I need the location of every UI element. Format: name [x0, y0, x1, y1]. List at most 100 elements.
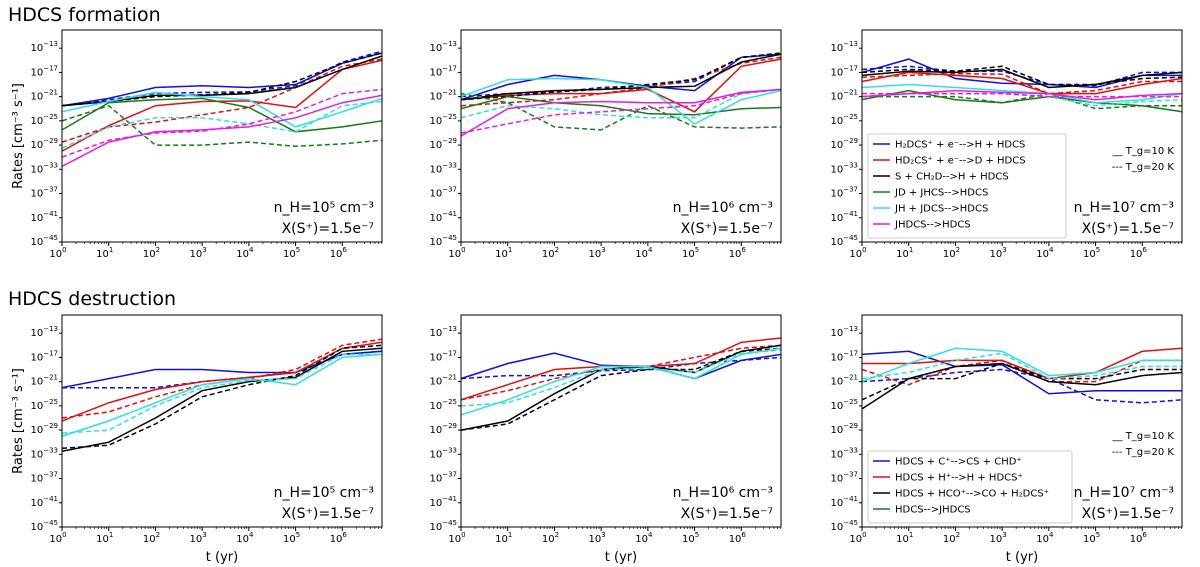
legend-entry: H₂DCS⁺ + e⁻-->H + HDCS	[895, 140, 1025, 151]
series-line-cyan-solid	[62, 91, 382, 128]
temperature-key-solid: __ T_g=10 K	[1112, 146, 1175, 157]
legend-entry: HDCS-->JHDCS	[895, 505, 971, 516]
series-line-cyan-solid	[862, 347, 1182, 383]
x-axis-label: t (yr)	[1006, 550, 1038, 565]
series-line-black-solid	[62, 347, 382, 453]
chart-panel-destruction-1e6: 10−13 10−17 10−21 10−25 10−29 10−33 10−37 10−41…	[429, 314, 782, 565]
y-tick-label: 10−25	[30, 398, 58, 412]
series-line-cyan-solid	[862, 83, 1182, 104]
x-axis-label: t (yr)	[605, 550, 637, 565]
abundance-annotation: X(S⁺)=1.5e⁻⁷	[282, 506, 374, 522]
x-tick-label: 103	[990, 531, 1007, 545]
series-line-cyan-solid	[461, 77, 781, 125]
x-tick-label: 104	[236, 531, 254, 545]
series-line-red-solid	[862, 71, 1182, 95]
series-line-green-dashed	[62, 104, 382, 148]
series-line-red-solid	[62, 59, 382, 152]
x-tick-label: 101	[896, 246, 913, 260]
y-tick-label: 10−25	[830, 113, 858, 127]
y-tick-label: 10−13	[830, 325, 858, 339]
x-tick-label: 100	[49, 531, 66, 545]
x-axis-label: t (yr)	[206, 550, 238, 565]
y-axis-label: Rates [cm⁻³ s⁻¹]	[11, 368, 26, 474]
x-tick-label: 106	[729, 246, 747, 260]
plot-frame	[460, 314, 782, 528]
legend-entry: S + CH₂D-->H + HDCS	[895, 172, 1009, 183]
density-annotation: n_H=10⁵ cm⁻³	[274, 485, 374, 501]
y-axis-label: Rates [cm⁻³ s⁻¹]	[11, 83, 26, 189]
x-tick-label: 100	[849, 246, 866, 260]
y-tick-label: 10−37	[830, 186, 858, 200]
panels: 10−13 10−17 10−21 10−25 10−29 10−33 10−37 10−41…	[11, 29, 1183, 565]
y-tick-label: 10−45	[30, 519, 58, 533]
legend-box	[867, 133, 1067, 239]
y-tick-label: 10−17	[429, 64, 457, 78]
x-tick-label: 106	[1130, 246, 1148, 260]
series-line-red-dashed	[461, 56, 781, 107]
x-tick-label: 103	[990, 246, 1007, 260]
chart-panel-destruction-1e5: 10−13 10−17 10−21 10−25 10−29 10−33 10−37 10−41…	[11, 314, 383, 565]
series-line-cyan-dashed	[461, 349, 781, 407]
plot-frame	[861, 314, 1183, 528]
x-tick-label: 101	[96, 531, 113, 545]
y-tick-label: 10−45	[830, 519, 858, 533]
y-tick-label: 10−41	[30, 210, 58, 224]
chart-panel-formation-1e7: 10−13 10−17 10−21 10−25 10−29 10−33 10−37 10−41…	[830, 29, 1183, 260]
x-tick-label: 104	[1036, 246, 1054, 260]
x-tick-label: 105	[682, 531, 699, 545]
series-line-red-solid	[862, 347, 1182, 380]
chart-panel-destruction-1e7: 10−13 10−17 10−21 10−25 10−29 10−33 10−37 10−41…	[830, 314, 1183, 565]
y-tick-label: 10−29	[429, 422, 457, 436]
y-tick-label: 10−33	[830, 161, 858, 175]
series-line-black-solid	[461, 53, 781, 101]
x-tick-label: 101	[495, 246, 512, 260]
y-tick-label: 10−13	[429, 40, 457, 54]
series-line-black-dashed	[862, 65, 1182, 86]
y-tick-label: 10−37	[429, 186, 457, 200]
series-line-magenta-dashed	[62, 88, 382, 158]
x-tick-label: 102	[943, 246, 960, 260]
x-tick-label: 101	[896, 531, 913, 545]
y-tick-label: 10−37	[30, 186, 58, 200]
y-tick-label: 10−33	[429, 161, 457, 175]
y-tick-label: 10−21	[30, 89, 58, 103]
y-tick-label: 10−21	[429, 374, 457, 388]
y-tick-label: 10−41	[30, 495, 58, 509]
density-annotation: n_H=10⁵ cm⁻³	[274, 200, 374, 216]
y-tick-label: 10−17	[830, 349, 858, 363]
series-line-cyan-dashed	[62, 100, 382, 149]
abundance-annotation: X(S⁺)=1.5e⁻⁷	[681, 221, 773, 237]
abundance-annotation: X(S⁺)=1.5e⁻⁷	[681, 506, 773, 522]
x-tick-label: 103	[190, 531, 207, 545]
legend-entry: JH + JDCS-->HDCS	[894, 204, 988, 215]
y-tick-label: 10−33	[429, 446, 457, 460]
temperature-key-dashed: --- T_g=20 K	[1112, 447, 1175, 458]
y-tick-label: 10−41	[830, 495, 858, 509]
x-tick-label: 103	[589, 531, 606, 545]
y-tick-label: 10−33	[830, 446, 858, 460]
series-line-black-solid	[461, 344, 781, 431]
x-tick-label: 104	[635, 531, 653, 545]
y-tick-label: 10−25	[429, 398, 457, 412]
abundance-annotation: X(S⁺)=1.5e⁻⁷	[1082, 506, 1174, 522]
series-line-blue-dashed	[62, 50, 382, 107]
series-line-black-solid	[862, 68, 1182, 89]
x-tick-label: 100	[448, 531, 465, 545]
series-line-green-solid	[862, 89, 1182, 113]
series-line-blue-solid	[862, 350, 1182, 395]
plot-frame	[61, 314, 383, 528]
series-line-cyan-dashed	[461, 88, 781, 119]
x-tick-label: 102	[542, 531, 559, 545]
x-tick-label: 102	[943, 531, 960, 545]
x-tick-label: 106	[330, 531, 348, 545]
x-tick-label: 106	[729, 531, 747, 545]
y-tick-label: 10−29	[30, 422, 58, 436]
y-tick-label: 10−41	[429, 210, 457, 224]
y-tick-label: 10−45	[429, 519, 457, 533]
y-tick-label: 10−21	[30, 374, 58, 388]
y-tick-label: 10−21	[429, 89, 457, 103]
series-line-blue-dashed	[461, 356, 781, 380]
x-tick-label: 105	[283, 531, 300, 545]
series-line-cyan-solid	[461, 347, 781, 416]
